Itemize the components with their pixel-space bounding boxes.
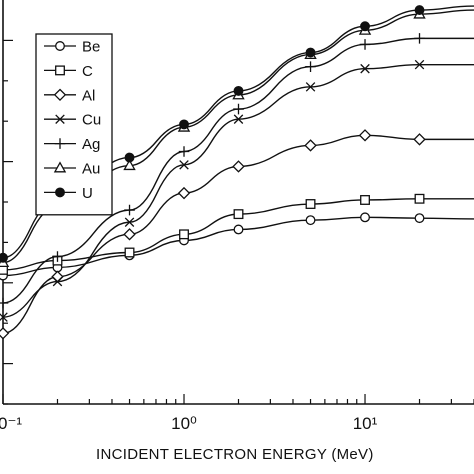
data-point xyxy=(360,21,370,32)
data-point xyxy=(304,139,317,152)
series-layer xyxy=(0,5,474,340)
data-point xyxy=(232,160,245,173)
data-point xyxy=(123,228,136,241)
data-point xyxy=(233,103,244,115)
data-point xyxy=(179,229,189,240)
x-tick-label: 10⁰ xyxy=(171,414,197,433)
data-point xyxy=(179,119,189,130)
data-point xyxy=(177,186,191,200)
data-point xyxy=(178,146,190,157)
legend-label: Au xyxy=(82,161,100,178)
data-point xyxy=(179,160,189,170)
data-point xyxy=(233,85,244,96)
data-point xyxy=(123,159,136,171)
data-point xyxy=(359,39,371,50)
data-point xyxy=(51,270,64,283)
x-tick-labels: 0⁻¹ 10⁰ 10¹ xyxy=(0,414,378,433)
data-point xyxy=(414,193,425,204)
legend-item-al: Al xyxy=(44,87,95,104)
data-point xyxy=(124,247,135,258)
legend-item-u: U xyxy=(44,185,93,202)
data-point xyxy=(414,5,425,16)
data-point xyxy=(55,187,65,198)
data-point xyxy=(124,152,135,163)
data-point xyxy=(124,204,135,216)
legend-label: Ag xyxy=(82,136,100,153)
legend-label: U xyxy=(82,185,93,202)
data-point xyxy=(233,224,244,235)
data-point xyxy=(55,41,65,51)
legend-item-cu: Cu xyxy=(44,112,101,129)
legend-label: C xyxy=(82,63,93,80)
data-point xyxy=(0,252,8,263)
series-be xyxy=(0,212,474,281)
data-point xyxy=(53,88,67,102)
data-point xyxy=(52,276,63,287)
data-point xyxy=(52,251,63,262)
data-point xyxy=(53,161,67,173)
data-point xyxy=(0,312,8,322)
data-point xyxy=(305,215,316,226)
x-axis-title: INCIDENT ELECTRON ENERGY (MeV) xyxy=(96,446,374,463)
data-point xyxy=(0,327,10,340)
data-point xyxy=(360,212,370,223)
data-point xyxy=(414,33,425,44)
data-point xyxy=(360,195,370,205)
legend-label: Cu xyxy=(82,112,101,129)
legend: Be C Al Cu Ag Au U xyxy=(35,33,113,216)
legend-item-c: C xyxy=(44,63,93,80)
data-point xyxy=(0,297,9,309)
legend-box xyxy=(35,33,113,216)
legend-item-au: Au xyxy=(44,161,100,178)
data-point xyxy=(233,114,244,124)
data-point xyxy=(414,59,425,70)
data-point xyxy=(305,61,316,72)
x-tick-label: 0⁻¹ xyxy=(0,414,22,433)
data-point xyxy=(305,82,316,92)
data-point xyxy=(305,199,316,209)
x-tick-label: 10¹ xyxy=(353,414,378,433)
data-point xyxy=(55,114,65,124)
series-ag xyxy=(0,33,474,309)
data-point xyxy=(305,47,316,58)
legend-item-ag: Ag xyxy=(44,136,100,153)
data-point xyxy=(360,63,370,74)
legend-label: Al xyxy=(82,87,95,104)
data-point xyxy=(413,133,426,146)
data-point xyxy=(414,213,425,224)
data-point xyxy=(54,138,66,149)
legend-label: Be xyxy=(82,39,100,56)
data-point xyxy=(233,209,244,220)
data-point xyxy=(124,217,135,227)
data-point xyxy=(358,129,372,142)
data-point xyxy=(55,65,65,76)
series-cu xyxy=(0,59,474,322)
legend-item-be: Be xyxy=(44,39,100,56)
